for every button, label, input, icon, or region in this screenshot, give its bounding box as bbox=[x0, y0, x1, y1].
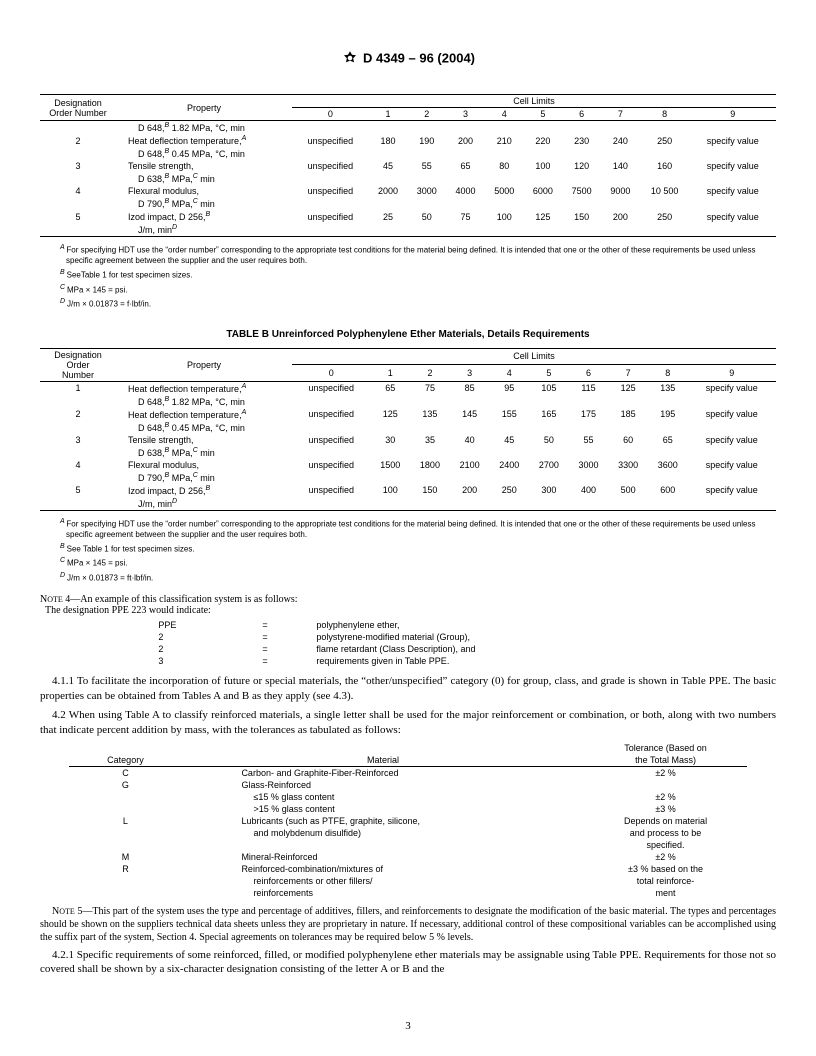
table-row: ≤15 % glass content±2 % bbox=[69, 791, 746, 803]
table-row: RReinforced-combination/mixtures of±3 % … bbox=[69, 863, 746, 875]
table-row: 2Heat deflection temperature,Aunspecifie… bbox=[40, 134, 776, 147]
table-row: 3Tensile strength,unspecified30354045505… bbox=[40, 434, 776, 446]
table-row: D 638,B MPa,C min bbox=[40, 446, 776, 459]
para-4-1-1: 4.1.1 To facilitate the incorporation of… bbox=[40, 674, 776, 704]
table-row: 3Tensile strength,unspecified45556580100… bbox=[40, 160, 776, 172]
table-row: 2=flame retardant (Class Description), a… bbox=[152, 644, 663, 654]
table-row: 4Flexural modulus,unspecified20003000400… bbox=[40, 185, 776, 197]
table-row: D 648,B 0.45 MPa, °C, min bbox=[40, 421, 776, 434]
table-row: 3=requirements given in Table PPE. bbox=[152, 656, 663, 666]
table-row: GGlass-Reinforced bbox=[69, 779, 746, 791]
col-property: Property bbox=[116, 348, 292, 381]
table-row: PPE=polyphenylene ether, bbox=[152, 620, 663, 630]
note4-table: PPE=polyphenylene ether, 2=polystyrene-mo… bbox=[150, 618, 665, 668]
table-row: specified. bbox=[69, 839, 746, 851]
table-row: D 648,B 1.82 MPa, °C, min bbox=[40, 395, 776, 408]
table-row: 5Izod impact, D 256,Bunspecified25507510… bbox=[40, 210, 776, 223]
table-row: 1Heat deflection temperature,Aunspecifie… bbox=[40, 381, 776, 395]
table-row: 2Heat deflection temperature,Aunspecifie… bbox=[40, 408, 776, 421]
table-row: D 790,B MPa,C min bbox=[40, 471, 776, 484]
table-row: 2=polystyrene-modified material (Group), bbox=[152, 632, 663, 642]
table-row: LLubricants (such as PTFE, graphite, sil… bbox=[69, 815, 746, 827]
table-row: reinforcements or other fillers/total re… bbox=[69, 875, 746, 887]
table-b-footnotes: A For specifying HDT use the “order numb… bbox=[50, 517, 776, 585]
note-5: NOTE 5—This part of the system uses the … bbox=[40, 905, 776, 944]
table-row: D 638,B MPa,C min bbox=[40, 172, 776, 185]
para-4-2-1: 4.2.1 Specific requirements of some rein… bbox=[40, 948, 776, 978]
table-b: DesignationOrderNumber Property Cell Lim… bbox=[40, 348, 776, 510]
table-a: DesignationOrder Number Property Cell Li… bbox=[40, 94, 776, 236]
table-row: D 790,B MPa,C min bbox=[40, 197, 776, 210]
table-a-footnotes: A For specifying HDT use the “order numb… bbox=[50, 243, 776, 311]
table-row: MMineral-Reinforced±2 % bbox=[69, 851, 746, 863]
table-row: 5Izod impact, D 256,Bunspecified10015020… bbox=[40, 484, 776, 497]
table-row: reinforcementsment bbox=[69, 887, 746, 899]
table-row: CCarbon- and Graphite-Fiber-Reinforced±2… bbox=[69, 766, 746, 779]
standard-header: D 4349 – 96 (2004) bbox=[40, 50, 776, 68]
category-table: Tolerance (Based on Category Material th… bbox=[69, 742, 746, 899]
table-row: J/m, minD bbox=[40, 497, 776, 510]
col-designation: DesignationOrderNumber bbox=[40, 348, 116, 381]
col-designation: DesignationOrder Number bbox=[40, 95, 116, 121]
standard-number: D 4349 – 96 (2004) bbox=[363, 50, 475, 65]
table-row: and molybdenum disulfide)and process to … bbox=[69, 827, 746, 839]
table-row: 4Flexural modulus,unspecified15001800210… bbox=[40, 459, 776, 471]
para-4-2: 4.2 When using Table A to classify reinf… bbox=[40, 708, 776, 738]
table-row: J/m, minD bbox=[40, 223, 776, 236]
astm-logo-icon bbox=[341, 50, 359, 68]
col-cell-limits: Cell Limits bbox=[292, 95, 776, 108]
table-row: >15 % glass content±3 % bbox=[69, 803, 746, 815]
note-4: NOTE 4—An example of this classification… bbox=[40, 594, 776, 616]
table-b-title: TABLE B Unreinforced Polyphenylene Ether… bbox=[40, 329, 776, 340]
col-property: Property bbox=[116, 95, 292, 121]
page-number: 3 bbox=[0, 1020, 816, 1032]
table-row: D 648,B 0.45 MPa, °C, min bbox=[40, 147, 776, 160]
col-cell-limits: Cell Limits bbox=[292, 348, 776, 365]
table-row: D 648,B 1.82 MPa, °C, min bbox=[40, 121, 776, 135]
